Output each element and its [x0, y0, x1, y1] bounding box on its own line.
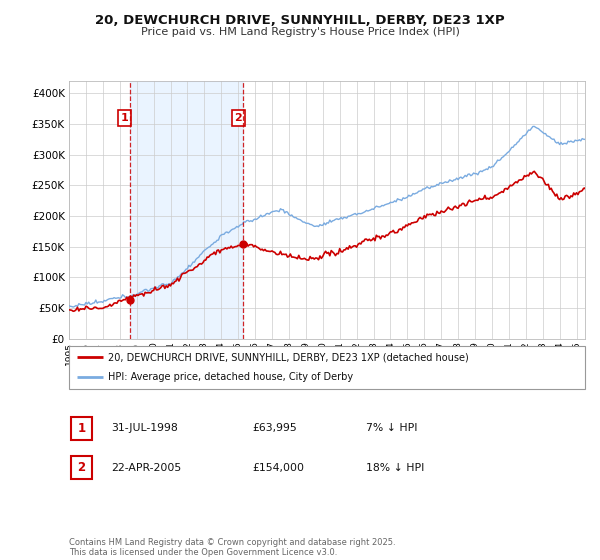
Text: 20, DEWCHURCH DRIVE, SUNNYHILL, DERBY, DE23 1XP (detached house): 20, DEWCHURCH DRIVE, SUNNYHILL, DERBY, D…	[108, 352, 469, 362]
Text: 31-JUL-1998: 31-JUL-1998	[111, 423, 178, 433]
FancyBboxPatch shape	[71, 417, 92, 440]
Text: 2: 2	[77, 461, 86, 474]
Bar	[130, 81, 243, 339]
FancyBboxPatch shape	[69, 346, 585, 389]
Text: 1: 1	[77, 422, 86, 435]
Text: £63,995: £63,995	[252, 423, 297, 433]
Text: Contains HM Land Registry data © Crown copyright and database right 2025.
This d: Contains HM Land Registry data © Crown c…	[69, 538, 395, 557]
Text: 20, DEWCHURCH DRIVE, SUNNYHILL, DERBY, DE23 1XP: 20, DEWCHURCH DRIVE, SUNNYHILL, DERBY, D…	[95, 14, 505, 27]
Text: HPI: Average price, detached house, City of Derby: HPI: Average price, detached house, City…	[108, 372, 353, 382]
Text: Price paid vs. HM Land Registry's House Price Index (HPI): Price paid vs. HM Land Registry's House …	[140, 27, 460, 37]
Text: 18% ↓ HPI: 18% ↓ HPI	[366, 463, 424, 473]
FancyBboxPatch shape	[71, 456, 92, 479]
Text: 2: 2	[235, 113, 242, 123]
Text: 7% ↓ HPI: 7% ↓ HPI	[366, 423, 418, 433]
Text: 1: 1	[121, 113, 128, 123]
Text: 22-APR-2005: 22-APR-2005	[111, 463, 181, 473]
Text: £154,000: £154,000	[252, 463, 304, 473]
